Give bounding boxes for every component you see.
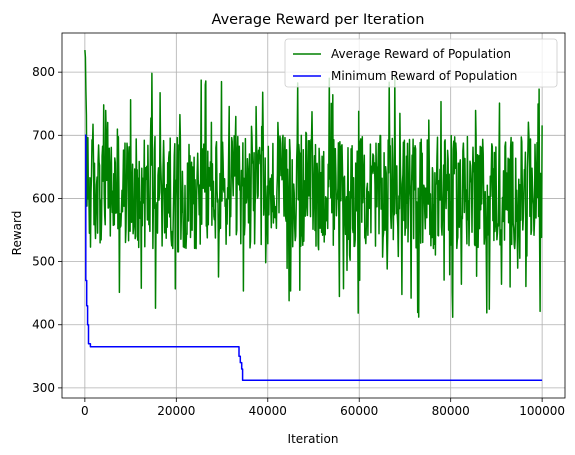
series-line [84,50,543,318]
x-tick-label: 60000 [340,404,378,418]
x-tick-label: 40000 [249,404,287,418]
legend-label: Average Reward of Population [331,47,511,61]
series-line [84,134,543,382]
x-tick-label: 0 [81,404,89,418]
legend-box [284,38,558,88]
y-tick-label: 600 [32,191,55,205]
y-tick-label: 500 [32,255,55,269]
series-layer [84,50,543,382]
legend: Average Reward of Population Minimum Rewa… [284,38,558,88]
y-tick-label: 700 [32,128,55,142]
chart-title: Average Reward per Iteration [212,12,425,28]
y-tick-label: 400 [32,318,55,332]
x-tick-label: 100000 [519,404,565,418]
x-axis-label: Iteration [288,432,339,446]
y-tick-label: 300 [32,381,55,395]
x-tick-label: 20000 [157,404,195,418]
axes: 0 20000 40000 60000 80000 100000 300 400 500 600 7… [32,32,566,418]
plot-frame [61,32,566,399]
x-tick-label: 80000 [432,404,470,418]
legend-label: Minimum Reward of Population [331,69,517,83]
y-tick-label: 800 [32,65,55,79]
y-axis-label: Reward [10,211,24,256]
